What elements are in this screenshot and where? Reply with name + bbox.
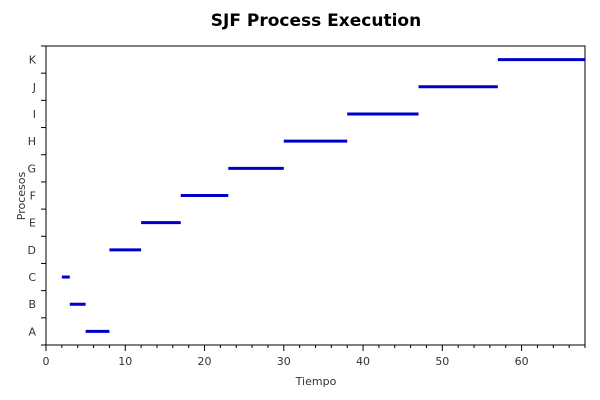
y-tick-label: D [28, 244, 36, 257]
y-axis-ticks: A B C D E F G H I J K [27, 45, 46, 346]
y-tick-label: C [28, 271, 36, 284]
y-tick-label: B [28, 298, 36, 311]
x-tick-label: 10 [118, 355, 132, 368]
x-axis-label: Tiempo [295, 375, 337, 388]
y-tick-label: F [30, 190, 36, 203]
chart-title: SJF Process Execution [211, 11, 421, 31]
plot-frame [45, 45, 586, 346]
y-tick-label: G [27, 162, 36, 175]
plot-axes [45, 45, 586, 346]
process-bars [61, 58, 585, 333]
x-tick-label: 20 [198, 355, 212, 368]
y-tick-label: A [28, 325, 36, 338]
x-tick-label: 40 [356, 355, 370, 368]
x-tick-label: 30 [277, 355, 291, 368]
x-tick-label: 0 [43, 355, 50, 368]
y-tick-label: K [29, 54, 37, 67]
y-tick-label: I [33, 108, 36, 121]
y-tick-label: H [28, 135, 36, 148]
y-tick-label: E [29, 217, 36, 230]
x-axis-ticks: 0 10 20 30 40 50 60 [43, 345, 586, 368]
x-tick-label: 60 [515, 355, 529, 368]
y-tick-label: J [32, 81, 36, 94]
y-axis-label: Procesos [15, 172, 28, 221]
x-tick-label: 50 [435, 355, 449, 368]
